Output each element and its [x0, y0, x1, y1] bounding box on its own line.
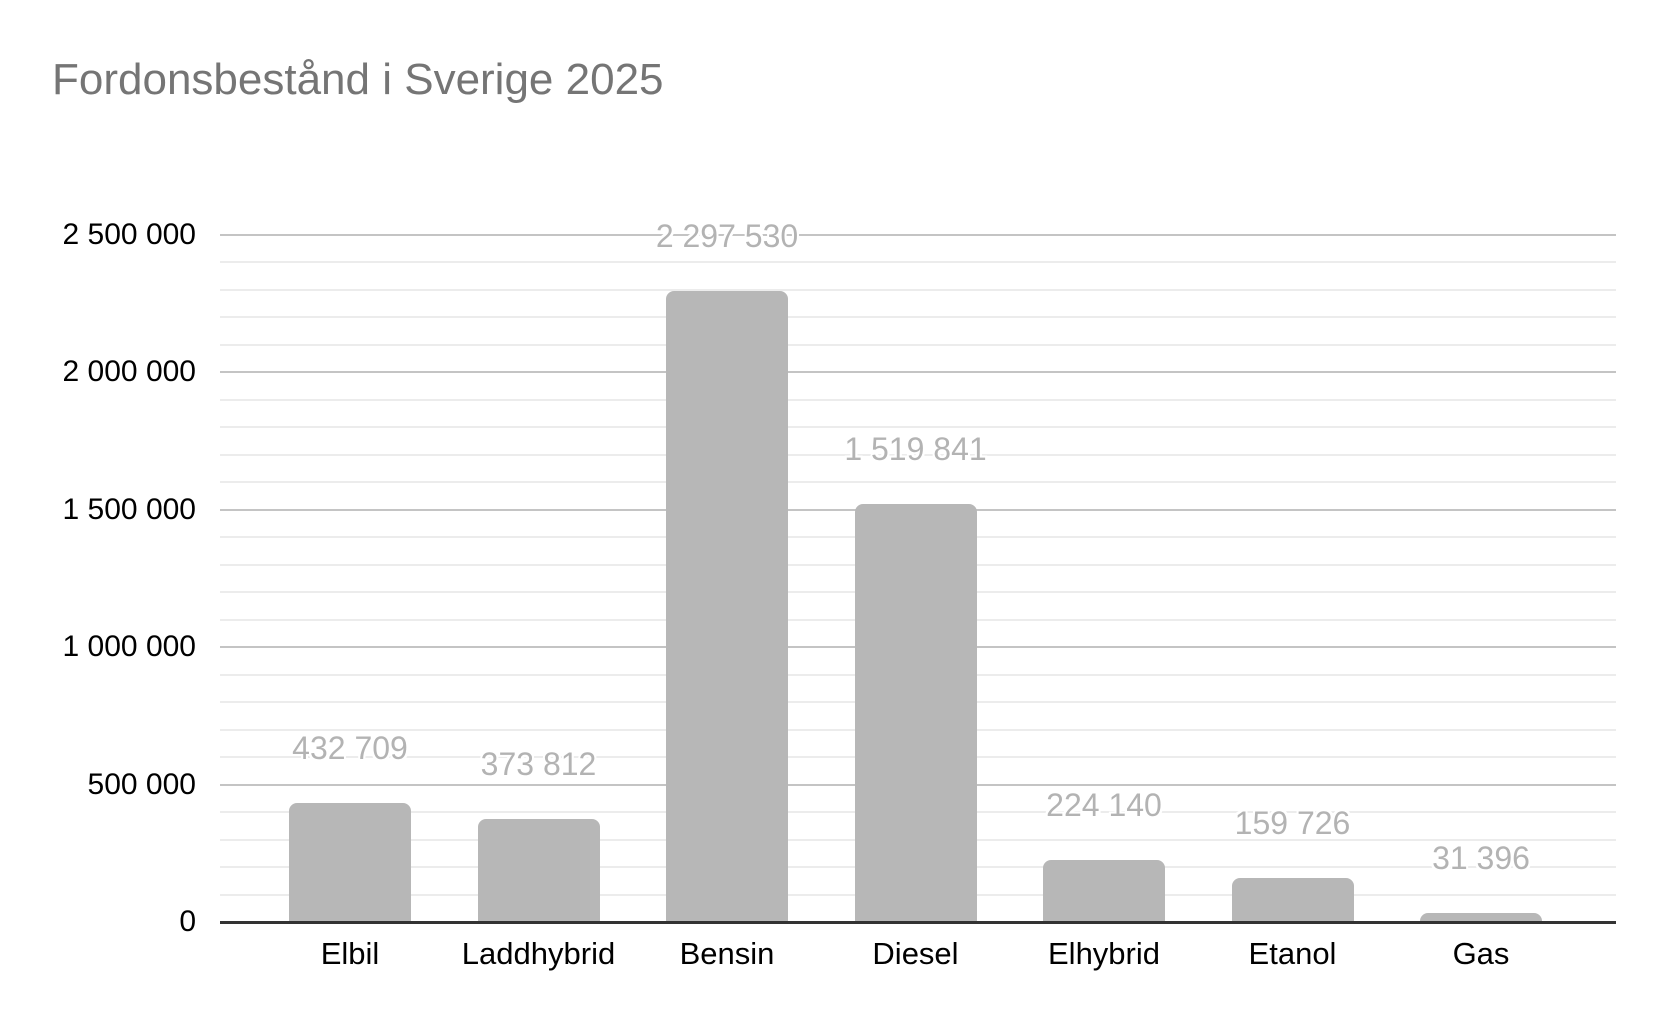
minor-gridline	[220, 426, 1616, 429]
y-axis-tick-label: 2 000 000	[62, 355, 196, 389]
minor-gridline	[220, 481, 1616, 484]
bar-value-label: 159 726	[1234, 805, 1351, 842]
y-axis-tick-label: 2 500 000	[62, 218, 196, 251]
x-axis-category-label: Elhybrid	[1048, 936, 1160, 971]
minor-gridline	[220, 343, 1616, 346]
x-axis-category-label: Diesel	[872, 936, 959, 971]
bar-value-label: 224 140	[1046, 787, 1162, 824]
chart-title: Fordonsbestånd i Sverige 2025	[52, 55, 664, 104]
major-gridline	[220, 234, 1616, 236]
bar	[289, 803, 411, 922]
bar-value-label: 373 812	[480, 746, 597, 783]
x-axis-line	[220, 921, 1616, 924]
x-axis-category-label: Etanol	[1248, 936, 1337, 971]
minor-gridline	[220, 316, 1616, 319]
bar-value-label: 1 519 841	[844, 431, 987, 468]
bar-value-label: 432 709	[292, 730, 408, 767]
bar	[1420, 913, 1542, 922]
bar	[854, 504, 977, 922]
x-axis-category-label: Gas	[1452, 936, 1510, 971]
bar	[477, 819, 600, 922]
y-axis-tick-label: 0	[179, 905, 196, 938]
y-axis-tick-label: 1 500 000	[62, 492, 196, 526]
x-axis-category-label: Bensin	[679, 936, 775, 971]
major-gridline	[220, 371, 1616, 374]
bar-value-label: 2 297 530	[655, 217, 799, 254]
x-axis-category-label: Laddhybrid	[461, 936, 616, 971]
bar	[666, 290, 788, 922]
y-axis-tick-label: 1 000 000	[62, 630, 196, 664]
minor-gridline	[220, 261, 1616, 264]
bar	[1043, 860, 1165, 922]
minor-gridline	[220, 288, 1616, 291]
x-axis-category-label: Elbil	[320, 936, 380, 971]
minor-gridline	[220, 398, 1616, 401]
y-axis-tick-label: 500 000	[87, 767, 196, 801]
bar	[1231, 878, 1354, 922]
bar-value-label: 31 396	[1432, 840, 1530, 877]
